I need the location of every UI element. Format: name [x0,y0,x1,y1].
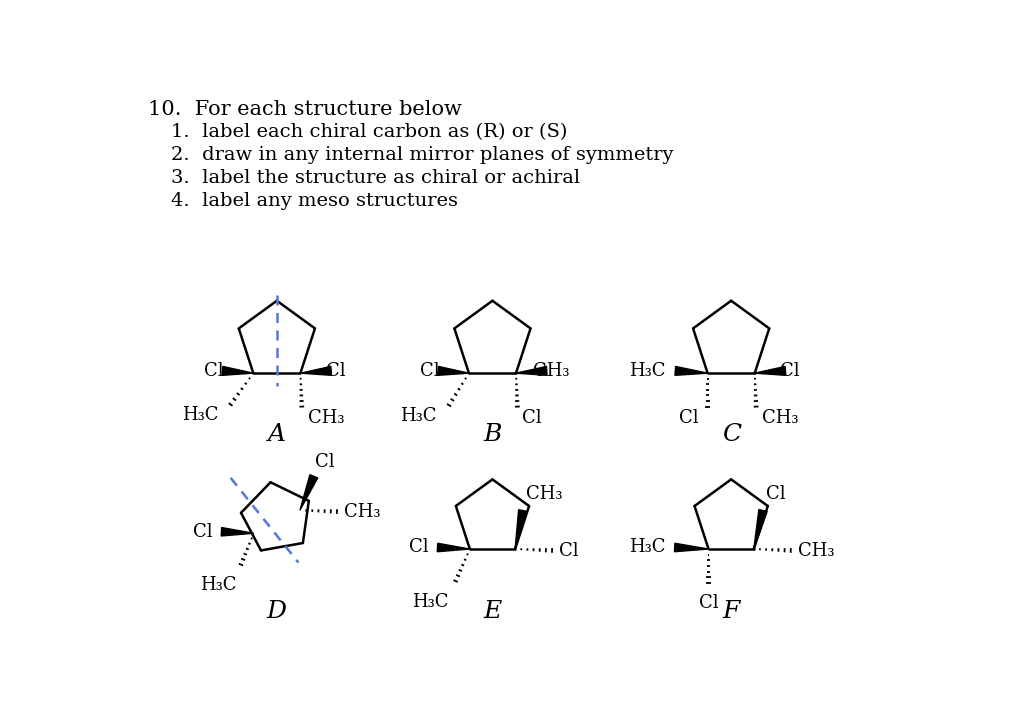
Text: CH₃: CH₃ [798,541,835,560]
Text: B: B [483,423,502,446]
Text: H₃C: H₃C [400,407,436,425]
Text: 3.  label the structure as chiral or achiral: 3. label the structure as chiral or achi… [171,169,580,187]
Text: H₃C: H₃C [630,362,666,380]
Polygon shape [300,475,317,511]
Text: H₃C: H₃C [182,406,219,424]
Text: F: F [723,600,740,624]
Text: Cl: Cl [559,541,579,560]
Text: Cl: Cl [679,409,698,427]
Text: D: D [267,600,287,624]
Text: Cl: Cl [420,362,439,380]
Polygon shape [516,367,547,375]
Text: Cl: Cl [204,362,224,380]
Text: A: A [268,423,286,446]
Polygon shape [222,367,253,375]
Polygon shape [437,543,470,552]
Text: H₃C: H₃C [412,593,449,611]
Text: CH₃: CH₃ [344,503,380,521]
Polygon shape [515,510,527,549]
Polygon shape [755,367,785,375]
Polygon shape [221,528,254,536]
Text: H₃C: H₃C [201,576,237,594]
Text: E: E [483,600,502,624]
Text: CH₃: CH₃ [526,485,562,503]
Text: Cl: Cl [780,362,800,380]
Text: Cl: Cl [698,594,719,612]
Text: Cl: Cl [522,409,542,427]
Text: 1.  label each chiral carbon as (R) or (S): 1. label each chiral carbon as (R) or (S… [171,123,567,141]
Polygon shape [754,510,767,549]
Text: 2.  draw in any internal mirror planes of symmetry: 2. draw in any internal mirror planes of… [171,146,673,164]
Text: H₃C: H₃C [629,538,666,556]
Text: CH₃: CH₃ [534,362,569,380]
Polygon shape [675,543,709,552]
Polygon shape [300,367,332,375]
Text: 10.  For each structure below: 10. For each structure below [147,100,462,119]
Text: Cl: Cl [194,523,213,541]
Text: CH₃: CH₃ [763,409,799,427]
Text: Cl: Cl [315,453,335,471]
Text: C: C [722,423,740,446]
Polygon shape [438,367,469,375]
Text: Cl: Cl [410,538,429,556]
Text: CH₃: CH₃ [308,409,345,427]
Text: Cl: Cl [326,362,346,380]
Text: Cl: Cl [766,485,785,503]
Polygon shape [675,367,708,375]
Text: 4.  label any meso structures: 4. label any meso structures [171,192,458,211]
